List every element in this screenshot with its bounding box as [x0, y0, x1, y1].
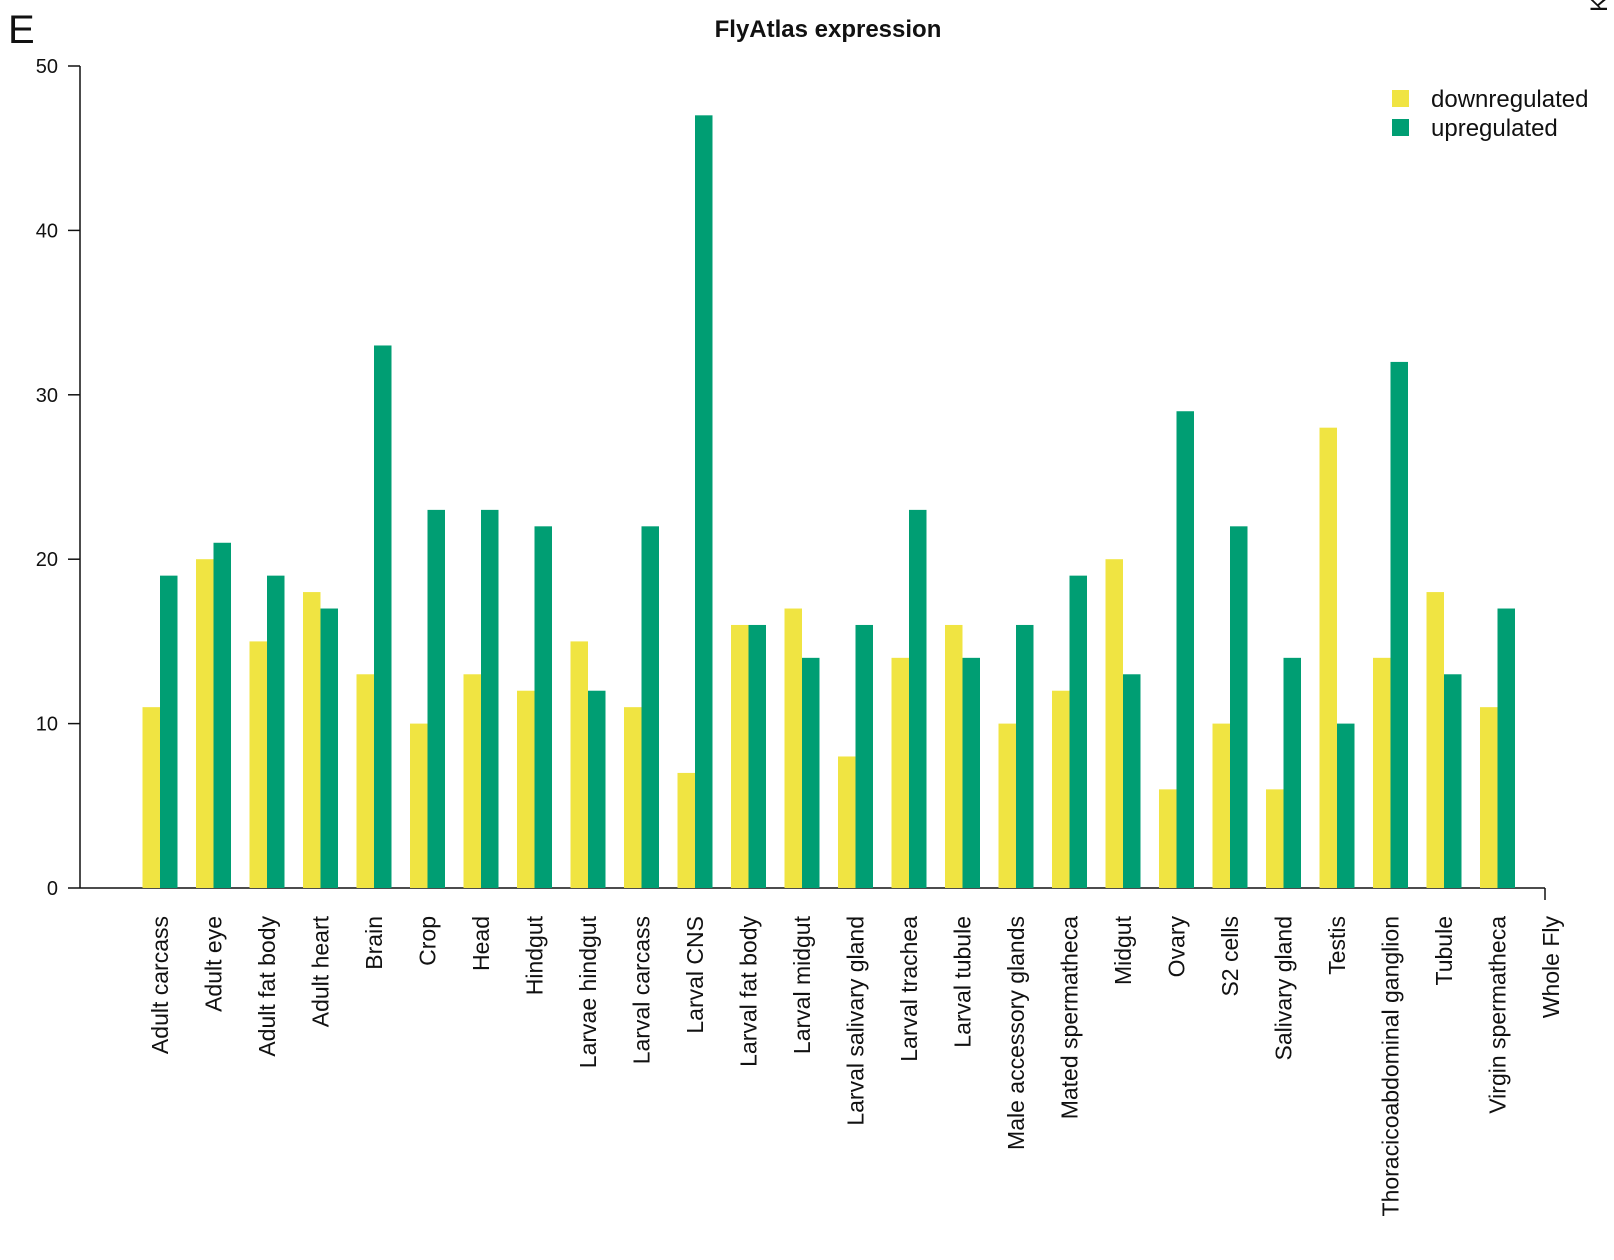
bar-downregulated	[1319, 427, 1337, 888]
bar-upregulated	[748, 624, 766, 888]
bar-upregulated	[1176, 411, 1194, 888]
bar-downregulated	[1159, 789, 1177, 888]
bar-downregulated	[1212, 723, 1230, 888]
bar-downregulated	[891, 657, 909, 888]
bar-upregulated	[1283, 657, 1301, 888]
x-tick-label: Thoracicoabdominal ganglion	[1378, 916, 1404, 1216]
bar-downregulated	[1105, 559, 1123, 888]
bar-downregulated	[945, 624, 963, 888]
legend-swatch	[1392, 90, 1409, 107]
x-tick-label: Adult eye	[201, 916, 227, 1012]
bar-upregulated	[641, 526, 659, 888]
bar-downregulated	[356, 674, 374, 888]
bar-downregulated	[196, 559, 214, 888]
bar-downregulated	[249, 641, 267, 888]
x-tick-label: Hindgut	[522, 915, 548, 995]
bar-upregulated	[427, 509, 445, 888]
legend-label: upregulated	[1431, 115, 1558, 142]
y-tick-label: 30	[36, 385, 58, 407]
bar-upregulated	[1016, 624, 1034, 888]
bar-upregulated	[1337, 723, 1355, 888]
bars-group	[142, 115, 1515, 889]
x-tick-label: Head	[468, 916, 494, 971]
bar-upregulated	[320, 608, 338, 888]
x-tick-label: Larval fat body	[736, 916, 762, 1067]
x-tick-label: Larval midgut	[789, 915, 815, 1054]
x-tick-label: S2 cells	[1217, 916, 1243, 997]
bar-downregulated	[303, 592, 321, 888]
bar-upregulated	[160, 575, 178, 888]
bar-downregulated	[838, 756, 856, 888]
bar-upregulated	[213, 542, 231, 888]
bar-upregulated	[855, 624, 873, 888]
x-tick-label: Ovary	[1164, 916, 1190, 978]
x-axis: Adult carcass Adult eye Adult fat body Adul…	[80, 887, 1564, 1216]
y-tick-label: 50	[36, 56, 58, 78]
legend-swatch	[1392, 119, 1409, 136]
x-tick-label: Adult heart	[308, 915, 334, 1027]
x-tick-label: Salivary gland	[1271, 916, 1297, 1060]
x-tick-label: Mated spermatheca	[1057, 916, 1083, 1119]
bar-downregulated	[463, 674, 481, 888]
bar-downregulated	[1426, 592, 1444, 888]
bar-upregulated	[962, 657, 980, 888]
panel-letter: E	[8, 8, 35, 52]
bar-downregulated	[1480, 707, 1498, 888]
bar-upregulated	[267, 575, 285, 888]
x-tick-label: Virgin spermatheca	[1485, 916, 1511, 1114]
x-tick-label: Larval trachea	[896, 916, 922, 1062]
bar-downregulated	[1266, 789, 1284, 888]
bar-upregulated	[534, 526, 552, 888]
x-tick-label: Brain	[361, 916, 387, 970]
x-tick-label: Larval salivary gland	[843, 916, 869, 1126]
bar-upregulated	[1444, 674, 1462, 888]
bar-downregulated	[517, 690, 535, 888]
bar-upregulated	[695, 115, 713, 888]
bar-upregulated	[374, 345, 392, 889]
bar-upregulated	[909, 509, 927, 888]
bar-upregulated	[802, 657, 820, 888]
x-tick-label: Testis	[1324, 916, 1350, 975]
bar-upregulated	[1123, 674, 1141, 888]
bar-downregulated	[410, 723, 428, 888]
bar-downregulated	[1373, 657, 1391, 888]
y-tick-label: 10	[36, 714, 58, 736]
x-tick-label: Tubule	[1431, 916, 1457, 985]
chart-title: FlyAtlas expression	[715, 16, 942, 43]
x-tick-label: Adult fat body	[254, 916, 280, 1057]
x-tick-label: Larval CNS	[682, 916, 708, 1034]
bar-upregulated	[1069, 575, 1087, 888]
bar-downregulated	[731, 624, 749, 888]
x-tick-label: Adult carcass	[147, 916, 173, 1054]
bar-upregulated	[1497, 608, 1515, 888]
legend-label: downregulated	[1431, 86, 1588, 113]
bar-downregulated	[570, 641, 588, 888]
bar-downregulated	[624, 707, 642, 888]
y-tick-label: 0	[47, 878, 58, 900]
x-tick-label: Midgut	[1110, 915, 1136, 985]
y-axis: 0 10 20 30 40 50	[36, 56, 81, 900]
bar-upregulated	[588, 690, 606, 888]
bar-downregulated	[142, 707, 160, 888]
bar-upregulated	[1230, 526, 1248, 888]
x-tick-label: Larvae hindgut	[575, 915, 601, 1068]
x-tick-label: Whole Fly	[1538, 916, 1564, 1019]
bar-downregulated	[998, 723, 1016, 888]
bar-downregulated	[677, 772, 695, 888]
bar-downregulated	[784, 608, 802, 888]
x-tick-label: Larval tubule	[950, 916, 976, 1048]
bar-upregulated	[1390, 361, 1408, 888]
y-tick-label: 20	[36, 549, 58, 571]
x-tick-label: Larval carcass	[629, 916, 655, 1064]
x-tick-label: Male accessory glands	[1003, 916, 1029, 1150]
x-tick-label: Crop	[415, 916, 441, 966]
bar-downregulated	[1052, 690, 1070, 888]
bar-upregulated	[481, 509, 499, 888]
y-tick-label: 40	[36, 220, 58, 242]
